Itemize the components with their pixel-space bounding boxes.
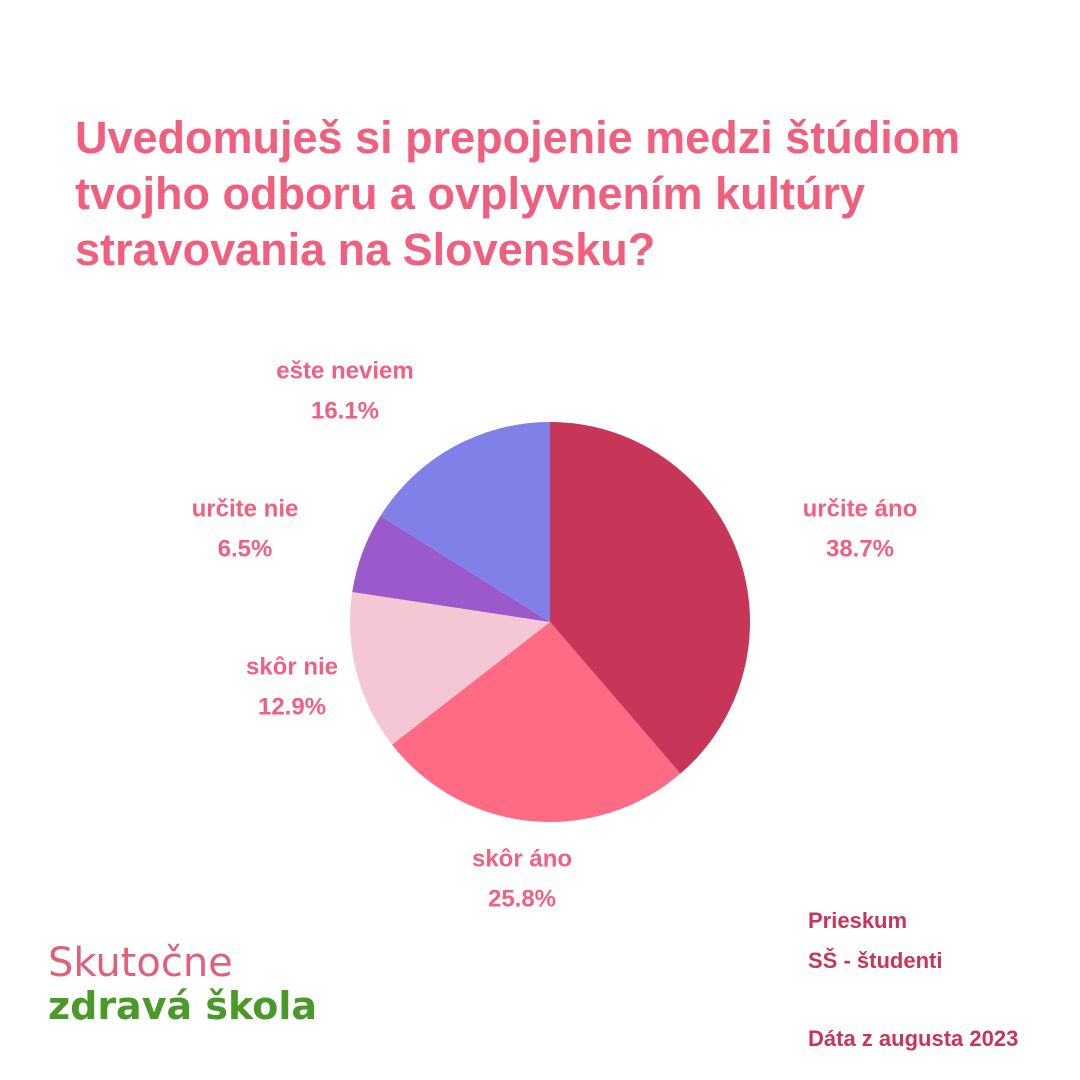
value-label: 16.1% [311,397,379,424]
slice-label: určite áno [803,495,918,522]
footer-text: SŠ - študenti [808,948,943,973]
value-label: 12.9% [258,693,326,720]
footer-text: Dáta z augusta 2023 [808,1026,1019,1051]
value-label: 25.8% [488,885,556,912]
chart-title: Uvedomuješ si prepojenie medzi štúdiom t… [75,112,961,275]
pie-slice [350,591,550,745]
pie-slice [550,422,750,774]
pie-slice [380,422,550,622]
footer-text: Prieskum [808,908,908,933]
pie-slice [391,622,681,822]
pie-slice [352,515,550,622]
logo-line: Skutočne [48,940,233,986]
slice-label: ešte neviem [276,357,413,384]
value-label: 38.7% [826,535,894,562]
slice-label: skôr nie [246,653,338,680]
slice-label: určite nie [192,495,299,522]
value-label: 6.5% [218,535,273,562]
slice-label: skôr áno [472,845,572,872]
logo-line: zdravá škola [48,984,317,1028]
